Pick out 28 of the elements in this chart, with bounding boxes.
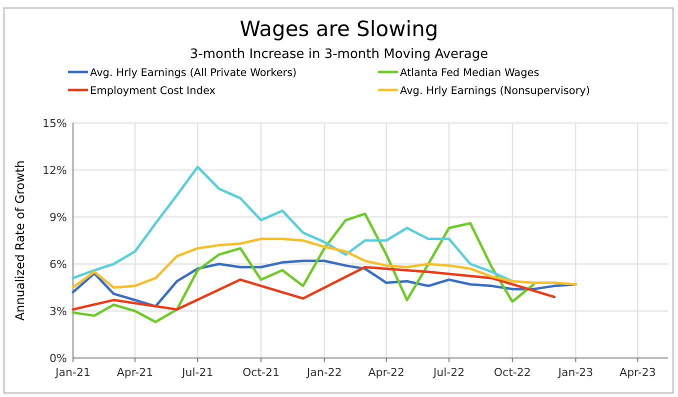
- chart-title: Wages are Slowing: [240, 17, 438, 41]
- line-series: [72, 166, 514, 282]
- legend-label: Avg. Hrly Earnings (Nonsupervisory): [400, 85, 590, 97]
- y-tick-label: 3%: [50, 305, 67, 318]
- x-tick-label: Apr-21: [116, 366, 154, 379]
- x-tick-label: Apr-23: [620, 366, 656, 379]
- chart-subtitle: 3-month Increase in 3-month Moving Average: [190, 47, 488, 62]
- x-tick-label: Oct-21: [242, 366, 280, 379]
- y-tick-label: 0%: [50, 352, 67, 365]
- line-series: [72, 260, 577, 308]
- line-series: [72, 212, 535, 324]
- x-tick-label: Jan-21: [54, 366, 90, 379]
- y-tick-label: 12%: [42, 164, 67, 177]
- x-tick-label: Jan-23: [557, 366, 594, 379]
- x-tick-label: Apr-22: [368, 366, 404, 379]
- y-tick-label: 9%: [50, 211, 67, 224]
- x-tick-label: Jul-21: [181, 366, 214, 379]
- legend-label: Avg. Hrly Earnings (All Private Workers): [90, 67, 297, 79]
- legend-label: Employment Cost Index: [90, 85, 216, 97]
- y-axis-title: Annualized Rate of Growth: [13, 160, 27, 321]
- y-tick-label: 6%: [50, 258, 67, 271]
- line-series: [72, 238, 577, 289]
- x-tick-label: Jan-22: [306, 366, 342, 379]
- x-tick-label: Oct-22: [494, 366, 531, 379]
- legend-label: Atlanta Fed Median Wages: [400, 67, 540, 79]
- x-tick-label: Jul-22: [432, 366, 465, 379]
- line-series: [72, 266, 556, 311]
- y-tick-label: 15%: [42, 117, 67, 130]
